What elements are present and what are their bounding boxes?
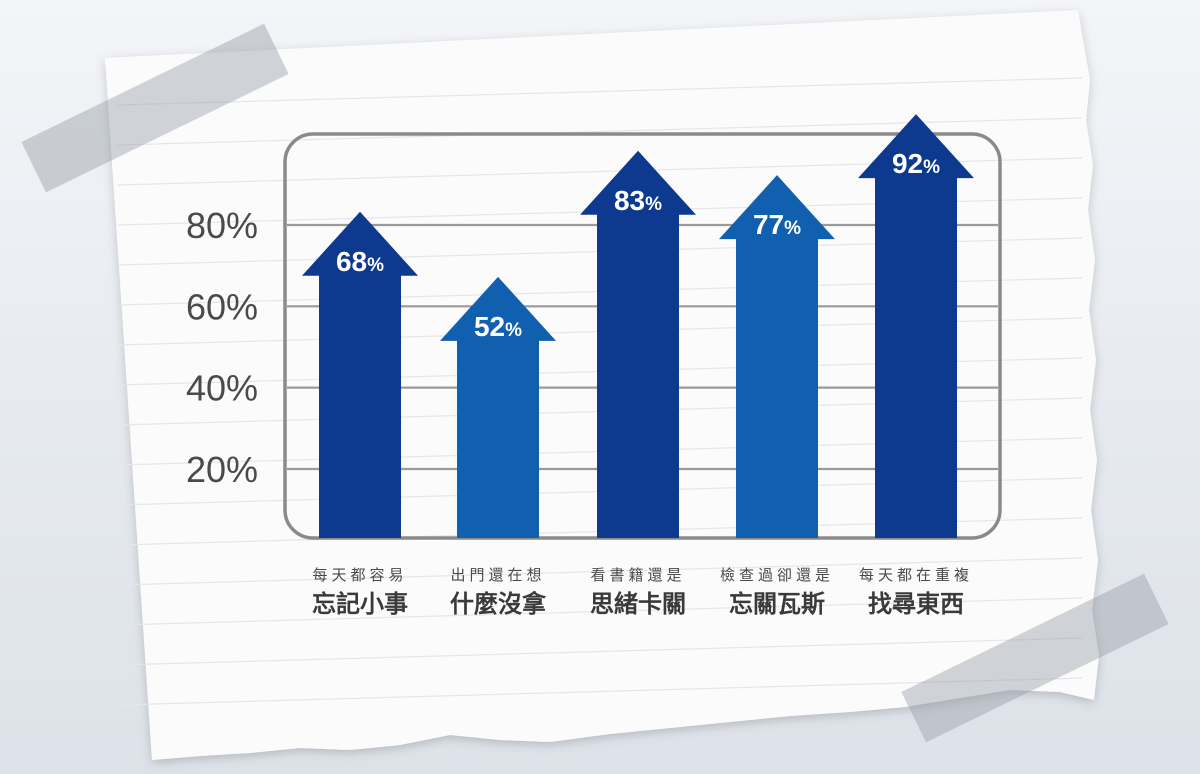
bar-series: 68% 52% 83% 77% 92% xyxy=(302,114,974,538)
data-label: 83% xyxy=(614,185,662,216)
y-tick-label: 60% xyxy=(186,286,258,327)
bar-arrow xyxy=(858,114,974,538)
category-label-line2: 思緒卡關 xyxy=(590,590,686,618)
category-label-line2: 找尋東西 xyxy=(868,590,964,618)
category-label-line2: 忘記小事 xyxy=(312,590,408,618)
category-label-line1: 每天都容易 xyxy=(312,566,407,584)
data-label: 68% xyxy=(336,246,384,277)
bar-arrow xyxy=(580,150,696,538)
category-label-line1: 看書籍還是 xyxy=(590,566,685,584)
data-label: 77% xyxy=(753,209,801,240)
tape-strip-top-left xyxy=(21,23,289,193)
ruled-line xyxy=(117,77,1083,106)
ruled-line xyxy=(117,677,1083,706)
category-label-line1: 每天都在重複 xyxy=(859,566,973,584)
category-label-line2: 什麼沒拿 xyxy=(450,590,547,618)
y-tick-label: 80% xyxy=(186,205,258,246)
data-label: 52% xyxy=(474,311,522,342)
category-label-line2: 忘關瓦斯 xyxy=(729,590,825,618)
category-label-line1: 出門還在想 xyxy=(450,566,545,584)
ruled-line xyxy=(117,557,1083,586)
y-tick-label: 40% xyxy=(186,368,258,409)
bar-arrow xyxy=(440,276,556,538)
bar-arrow xyxy=(719,175,835,538)
tape-strip-bottom-right xyxy=(901,573,1169,743)
ruled-line xyxy=(117,637,1083,666)
category-label-line1: 檢查過卻還是 xyxy=(720,566,834,584)
y-tick-label: 20% xyxy=(186,449,258,490)
ruled-line xyxy=(117,597,1083,626)
data-label: 92% xyxy=(892,148,940,179)
bar-arrow xyxy=(302,211,418,538)
y-axis-ticks: 20% 40% 60% 80% xyxy=(186,205,258,490)
